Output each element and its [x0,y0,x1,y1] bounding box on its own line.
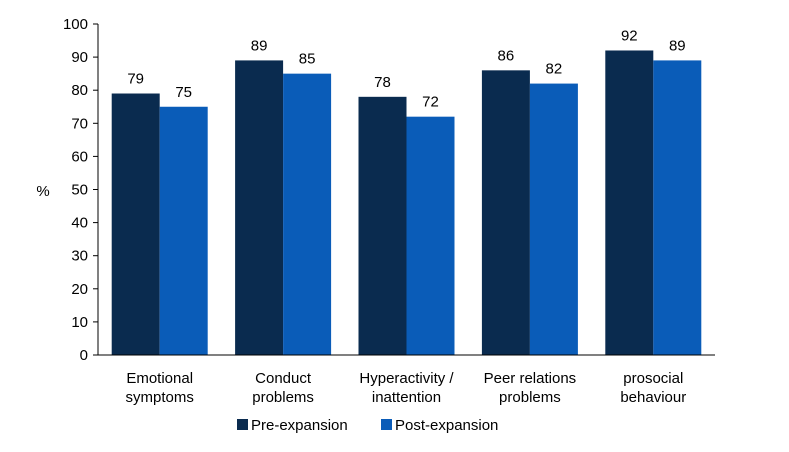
data-label: 79 [127,71,144,88]
data-label: 75 [175,84,192,101]
y-tick-label: 60 [71,148,88,165]
y-axis-label: % [36,183,49,200]
y-tick-label: 0 [80,347,88,364]
bar-pre-expansion [111,93,160,355]
bar-post-expansion [283,73,332,356]
y-tick-label: 10 [71,314,88,331]
y-tick-label: 80 [71,82,88,99]
category-label: Peer relations problems [484,370,577,406]
category-labels: Emotional symptoms Conduct problems Hyperact… [126,370,687,406]
category-label: Hyperactivity / inattention [359,370,454,406]
bars [111,50,702,356]
bar-post-expansion [529,83,578,355]
category-label: prosocial behaviour [620,370,686,406]
data-label: 89 [669,37,686,54]
y-axis-ticks: 0 10 20 30 40 50 60 70 80 90 100 [63,16,98,364]
y-tick-label: 100 [63,16,88,33]
legend-label-pre-expansion: Pre-expansion [251,417,348,434]
bar-post-expansion [159,106,208,355]
bar-pre-expansion [358,96,407,355]
bar-post-expansion [406,116,455,356]
data-label: 78 [374,74,391,91]
y-tick-label: 70 [71,115,88,132]
y-tick-label: 20 [71,281,88,298]
bar-pre-expansion [235,60,284,355]
data-label: 72 [422,94,439,111]
bar-pre-expansion [605,50,654,355]
y-tick-label: 50 [71,182,88,199]
bar-pre-expansion [481,70,530,355]
data-labels: 79 75 89 85 78 72 86 82 92 89 [127,27,685,110]
y-tick-label: 90 [71,49,88,66]
legend-swatch-pre-expansion [237,419,248,430]
data-label: 89 [251,37,268,54]
data-label: 82 [546,61,563,78]
y-tick-label: 30 [71,248,88,265]
data-label: 92 [621,27,638,44]
category-label: Conduct problems [252,370,314,406]
legend: Pre-expansion Post-expansion [237,417,498,434]
legend-label-post-expansion: Post-expansion [395,417,498,434]
y-tick-label: 40 [71,215,88,232]
bar-post-expansion [653,60,702,355]
category-label: Emotional symptoms [126,370,194,406]
legend-swatch-post-expansion [381,419,392,430]
data-label: 86 [498,47,515,64]
data-label: 85 [299,51,316,68]
